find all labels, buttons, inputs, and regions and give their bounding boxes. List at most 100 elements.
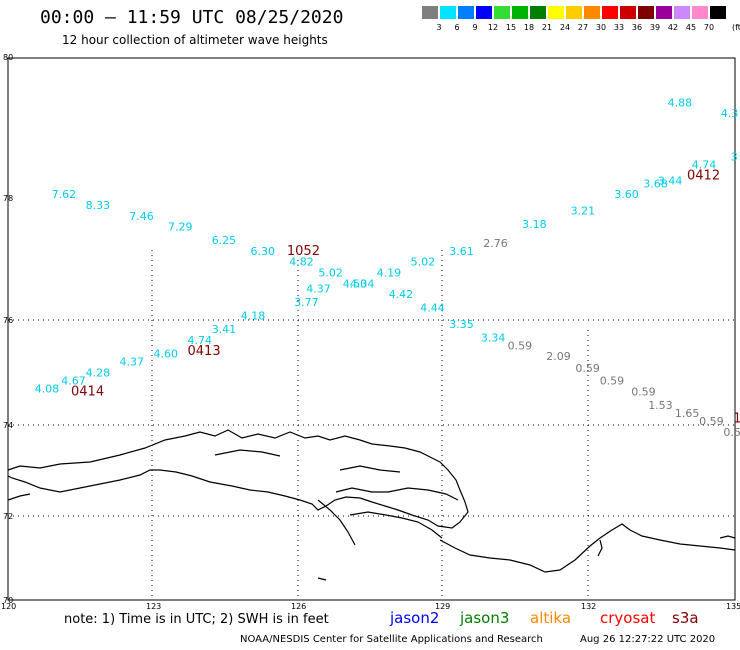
wave-height-label: 3.35 — [449, 318, 474, 331]
legend-swatch — [656, 6, 672, 19]
legend-swatch — [476, 6, 492, 19]
axis-labels: 120 123 126 129 132 135 80 78 76 74 72 7… — [1, 53, 740, 611]
observations-layer: 4.884.37.628.337.467.296.256.304.825.024… — [35, 96, 740, 438]
credit-text: NOAA/NESDIS Center for Satellite Applica… — [240, 634, 543, 645]
legend-swatch — [548, 6, 564, 19]
legend-swatch — [494, 6, 510, 19]
footer-note: note: 1) Time is in UTC; 2) SWH is in fe… — [64, 612, 329, 627]
wave-height-label: 1.53 — [648, 399, 673, 412]
legend-swatch — [674, 6, 690, 19]
wave-height-label: 4.37 — [306, 283, 331, 296]
lon-label: 126 — [291, 602, 306, 611]
wave-height-label: 3.34 — [481, 331, 506, 344]
lat-label: 76 — [3, 316, 13, 325]
map-title: 00:00 – 11:59 UTC 08/25/2020 — [40, 7, 344, 28]
legend-label: 39 — [649, 23, 661, 32]
legend-swatch — [584, 6, 600, 19]
mission-s3a: s3a — [672, 609, 699, 627]
mission-jason3: jason3 — [460, 609, 510, 627]
wave-height-label: 4.18 — [241, 310, 265, 323]
pass-time-label: 0412 — [687, 168, 720, 183]
lat-label: 80 — [3, 53, 13, 62]
map-frame — [7, 57, 736, 601]
wave-height-label: 0.59 — [699, 415, 724, 428]
legend-label: 30 — [595, 23, 607, 32]
legend-swatch — [566, 6, 582, 19]
lat-label: 74 — [3, 421, 13, 430]
wave-height-label: 8.33 — [86, 199, 111, 212]
wave-height-label: 3.61 — [449, 245, 474, 258]
mission-jason2: jason2 — [390, 609, 440, 627]
wave-height-label: 4.74 — [188, 334, 213, 347]
wave-height-label: 4.42 — [389, 288, 414, 301]
wave-height-label: 6.30 — [251, 245, 276, 258]
wave-height-label: 0.59 — [575, 362, 600, 375]
legend-swatch — [638, 6, 654, 19]
wave-height-label: 4.67 — [61, 375, 86, 388]
generated-timestamp: Aug 26 12:27:22 UTC 2020 — [580, 634, 716, 645]
wave-height-label: 4.74 — [692, 159, 717, 172]
wave-height-label: 7.62 — [52, 188, 76, 201]
lon-label: 135 — [726, 602, 740, 611]
wave-height-label: 0.5 — [723, 426, 740, 439]
pass-time-label: 1052 — [287, 244, 320, 259]
wave-height-label: 4.44 — [420, 302, 445, 315]
wave-height-label: 2.09 — [546, 350, 571, 363]
wave-height-label: 3.41 — [212, 323, 237, 336]
legend-label: 15 — [505, 23, 517, 32]
wave-height-label: 4.37 — [120, 356, 145, 369]
wave-height-label: 4.88 — [668, 96, 693, 109]
wave-height-label: 6.25 — [212, 234, 237, 247]
legend-swatch — [530, 6, 546, 19]
wave-height-label: 4.28 — [86, 366, 111, 379]
legend-unit: (ft) — [732, 23, 740, 32]
legend-swatch — [422, 6, 438, 19]
wave-height-label: 7.29 — [168, 221, 193, 234]
legend-label: 42 — [667, 23, 679, 32]
pass-time-label: 0414 — [71, 384, 104, 399]
lat-label: 70 — [3, 596, 13, 605]
map-subtitle: 12 hour collection of altimeter wave hei… — [62, 33, 328, 47]
wave-height-label: 0.59 — [600, 375, 625, 388]
lat-label: 72 — [3, 512, 13, 521]
legend-swatch — [512, 6, 528, 19]
wave-height-label: 3.44 — [658, 175, 683, 188]
lon-label: 129 — [435, 602, 450, 611]
wave-height-label: 3.60 — [614, 188, 639, 201]
legend-label: 45 — [685, 23, 697, 32]
legend-label: 36 — [631, 23, 643, 32]
wave-height-label: 4.34 — [350, 277, 375, 290]
wave-height-label: 3.68 — [643, 177, 668, 190]
wave-height-label: 3.21 — [571, 204, 596, 217]
legend-label: 33 — [613, 23, 625, 32]
legend-label: 12 — [487, 23, 499, 32]
legend-label: 18 — [523, 23, 535, 32]
mission-cryosat: cryosat — [600, 609, 656, 627]
wave-height-label: 4.60 — [154, 348, 179, 361]
wave-height-label: 5.02 — [318, 267, 343, 280]
lat-label: 78 — [3, 194, 13, 203]
mission-altika: altika — [530, 609, 572, 627]
legend-label: 9 — [472, 23, 478, 32]
wave-height-label: 0.59 — [508, 339, 532, 352]
legend-swatch — [602, 6, 618, 19]
wave-height-label: 2.76 — [483, 237, 508, 250]
legend-swatch — [620, 6, 636, 19]
legend-swatch — [710, 6, 726, 19]
wave-height-label: 4.08 — [35, 383, 60, 396]
legend-label: 21 — [541, 23, 553, 32]
legend-swatch — [458, 6, 474, 19]
lon-label: 120 — [1, 602, 16, 611]
wave-height-label: 0.59 — [631, 385, 656, 398]
legend-swatch — [692, 6, 708, 19]
wave-height-label: 3.77 — [294, 296, 319, 309]
pass-time-label: 0413 — [188, 344, 221, 359]
legend-label: 3 — [436, 23, 442, 32]
graticule — [8, 250, 735, 600]
legend-swatch — [440, 6, 456, 19]
pass-time-label: 1 — [733, 411, 740, 426]
lon-label: 132 — [581, 602, 596, 611]
wave-height-label: 4.82 — [289, 256, 314, 269]
wave-height-label: 4.19 — [377, 267, 402, 280]
